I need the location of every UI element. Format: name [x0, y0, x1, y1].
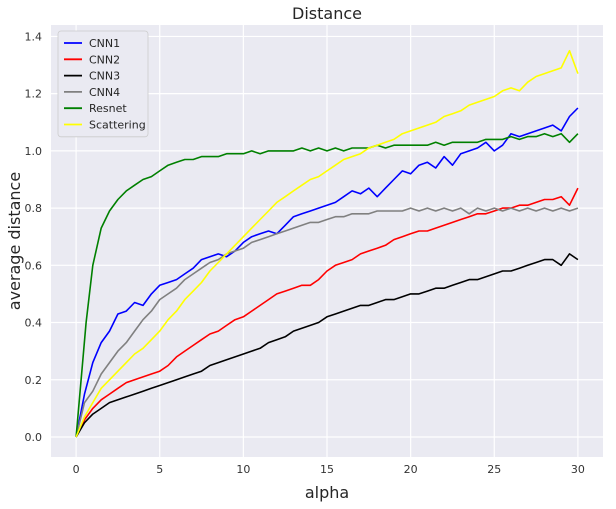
x-tick-label: 25: [487, 463, 501, 476]
series-line-resnet: [75, 132, 579, 438]
legend-label: Scattering: [89, 119, 146, 132]
series-lines: [75, 49, 579, 438]
legend: CNN1 CNN2 CNN3 CNN4 Resnet Scattering: [57, 30, 149, 138]
tick-labels: 0 5 10 15 20 25 30 0.0 0.2 0.4 0.6 0.8 1.0 1.2 1.4: [25, 30, 585, 476]
x-tick-label: 0: [73, 463, 80, 476]
y-tick-label: 0.8: [25, 202, 43, 215]
legend-label: CNN1: [89, 37, 120, 50]
x-tick-label: 10: [236, 463, 250, 476]
legend-label: CNN4: [89, 86, 120, 99]
y-tick-label: 1.0: [25, 145, 43, 158]
series-line-cnn3: [75, 253, 579, 438]
legend-label: Resnet: [89, 102, 127, 115]
y-axis-label: average distance: [5, 172, 24, 310]
chart-title: Distance: [292, 4, 362, 23]
x-axis-label: alpha: [305, 483, 349, 502]
y-tick-label: 0.4: [25, 317, 43, 330]
y-tick-label: 0.2: [25, 374, 43, 387]
series-line-cnn4: [75, 207, 579, 438]
y-tick-label: 1.2: [25, 88, 43, 101]
legend-label: CNN3: [89, 70, 120, 83]
x-tick-label: 20: [404, 463, 418, 476]
series-line-cnn2: [75, 187, 579, 438]
legend-box: [57, 30, 149, 138]
series-line-scattering: [75, 49, 579, 438]
series-line-cnn1: [75, 107, 579, 438]
x-tick-label: 30: [571, 463, 585, 476]
grid: [51, 25, 603, 457]
y-tick-label: 1.4: [25, 30, 43, 43]
legend-label: CNN2: [89, 53, 120, 66]
y-tick-label: 0.0: [25, 431, 43, 444]
x-tick-label: 15: [320, 463, 334, 476]
y-tick-label: 0.6: [25, 259, 43, 272]
x-tick-label: 5: [156, 463, 163, 476]
